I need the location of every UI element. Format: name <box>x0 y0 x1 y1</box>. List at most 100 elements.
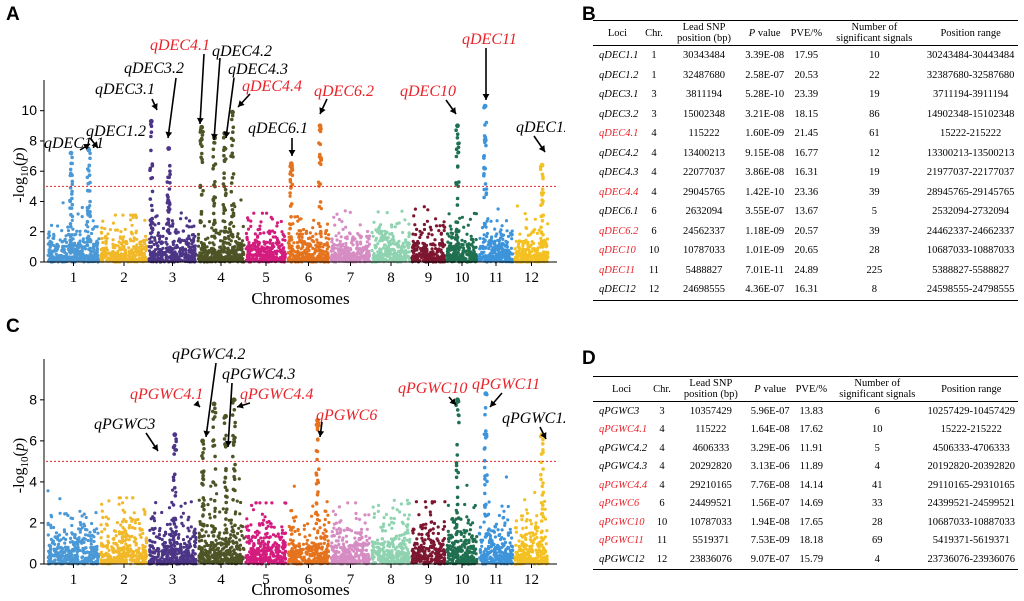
locus-cell: qPGWC4.3 <box>599 461 648 473</box>
table-cell: 11.91 <box>799 442 823 454</box>
x-tick-label: 9 <box>425 572 433 588</box>
locus-cell: qDEC10 <box>599 245 636 257</box>
qtl-annotation-label: qDEC4.4 <box>242 78 302 95</box>
qtl-annotation-label: qDEC4.2 <box>212 43 272 60</box>
table-dec-loci: Loci Chr. Lead SNP position (bp) P value PVE… <box>593 20 1018 301</box>
table-cell: 23736076-23936076 <box>924 550 1018 570</box>
locus-cell: qDEC3.1 <box>599 89 639 101</box>
table-cell: 225 <box>866 264 883 276</box>
arrow-head <box>449 107 456 114</box>
peak-point <box>483 391 489 397</box>
panel-label-b: B <box>582 4 596 25</box>
table-cell: 24598555-24798555 <box>923 280 1018 301</box>
table-cell: 1.42E-10 <box>745 186 785 198</box>
locus-cell: qDEC4.4 <box>599 186 639 198</box>
arrow-head <box>238 100 245 107</box>
qtl-annotation-label: qPGWC4.1 <box>130 386 203 403</box>
table-cell: 9.07E-07 <box>747 550 793 570</box>
table-cell: 13400213 <box>683 147 726 159</box>
x-tick-label: 6 <box>305 270 313 286</box>
arrow-head <box>224 440 232 447</box>
table-cell: 3711194-3911194 <box>932 89 1009 101</box>
x-tick-label: 12 <box>524 572 539 588</box>
table-cell: 3811194 <box>686 89 723 101</box>
y-tick-label: 6 <box>29 432 37 448</box>
qtl-annotation-label: qDEC4.1 <box>150 37 210 54</box>
chromosome-1-points <box>46 489 101 566</box>
x-tick-label: 11 <box>489 270 503 286</box>
table-row: qPGWC6 6 24499521 1.56E-07 14.69 33 24399521-2… <box>593 495 1018 514</box>
table-cell: 20192820-20392820 <box>927 461 1016 473</box>
x-tick-label: 9 <box>425 270 433 286</box>
table-cell: 19 <box>869 167 880 179</box>
locus-cell: qDEC6.2 <box>599 225 639 237</box>
table-cell: 69 <box>872 535 883 547</box>
table-cell: 6 <box>651 206 657 218</box>
table-cell: 3.55E-07 <box>745 206 785 218</box>
table-cell: 24698555 <box>666 280 743 301</box>
locus-cell: qDEC6.1 <box>599 206 639 218</box>
arrow-head <box>193 400 200 407</box>
table-row: qDEC3.2 3 15002348 3.21E-08 18.15 86 14902348-… <box>593 105 1018 125</box>
locus-cell: qDEC1.1 <box>599 50 639 62</box>
table-cell: 5519371 <box>692 535 730 547</box>
table-header-cell: Number of significant signals <box>825 20 924 46</box>
table-cell: 16.77 <box>794 147 819 159</box>
chromosome-11-points <box>477 103 515 264</box>
chromosome-3-points <box>147 432 198 566</box>
arrow-head <box>151 103 158 110</box>
locus-cell: qPGWC11 <box>599 535 644 547</box>
x-tick-label: 4 <box>217 572 225 588</box>
table-row: qDEC6.2 6 24562337 1.18E-09 20.57 39 24462337-… <box>593 222 1018 242</box>
table-row: qDEC1.2 1 32487680 2.58E-07 20.53 22 32387680-… <box>593 66 1018 86</box>
peak-point <box>482 103 488 109</box>
table-cell: 15222-215222 <box>940 128 1002 140</box>
table-cell: 28 <box>869 245 880 257</box>
table-cell: 115222 <box>688 128 720 140</box>
table-header-cell: Loci <box>593 376 651 402</box>
chromosome-7-points <box>329 501 372 566</box>
table-row: qPGWC4.3 4 20292820 3.13E-06 11.89 4 20192820-… <box>593 458 1018 477</box>
locus-cell: qPGWC4.4 <box>599 479 648 491</box>
table-cell: 18.18 <box>799 535 824 547</box>
table-cell: 10687033-10887033 <box>926 245 1015 257</box>
qtl-annotation-label: qDEC3.1 <box>95 81 155 98</box>
peak-point <box>539 162 545 168</box>
chromosome-9-points <box>410 205 447 264</box>
table-cell: 10 <box>872 424 883 436</box>
qtl-annotation-label: qPGWC12 <box>502 410 565 427</box>
locus-cell: qPGWC3 <box>599 405 640 417</box>
arrow-head <box>203 430 211 437</box>
qtl-annotation-label: qDEC3.2 <box>124 60 184 77</box>
y-tick-label: 2 <box>29 223 37 239</box>
table-cell: 1.56E-07 <box>750 498 790 510</box>
panel-label-a: A <box>6 4 20 25</box>
chromosome-9-points <box>410 500 447 566</box>
table-cell: 10 <box>656 516 668 528</box>
table-cell: 29045765 <box>683 186 726 198</box>
table-row: qDEC3.1 3 3811194 5.28E-10 23.39 19 3711194-39… <box>593 85 1018 105</box>
x-tick-label: 3 <box>169 572 177 588</box>
x-tick-label: 8 <box>387 572 395 588</box>
table-cell: 23.39 <box>794 89 819 101</box>
x-tick-label: 5 <box>262 572 270 588</box>
arrow-head <box>540 432 547 439</box>
table-cell: 24399521-24599521 <box>927 498 1016 510</box>
table-cell: 15002348 <box>683 108 726 120</box>
table-cell: 21977037-22177037 <box>926 167 1015 179</box>
arrow-head <box>319 107 326 114</box>
table-cell: 1 <box>651 50 657 62</box>
manhattan-points <box>46 103 550 264</box>
x-tick-label: 2 <box>120 572 128 588</box>
table-cell: 10 <box>869 50 880 62</box>
peak-point <box>199 124 205 130</box>
x-tick-label: 10 <box>455 270 470 286</box>
arrow-head <box>538 145 545 152</box>
chromosome-1-points <box>46 147 101 264</box>
qtl-annotation-label: qPGWC4.3 <box>222 366 295 383</box>
table-cell: 3.29E-06 <box>750 442 790 454</box>
table-cell: 29210165 <box>689 479 732 491</box>
table-cell: 3.21E-08 <box>745 108 785 120</box>
table-pgwc-loci: Loci Chr. Lead SNP position (bp) P value PVE… <box>593 376 1018 570</box>
table-cell: 4 <box>651 167 657 179</box>
